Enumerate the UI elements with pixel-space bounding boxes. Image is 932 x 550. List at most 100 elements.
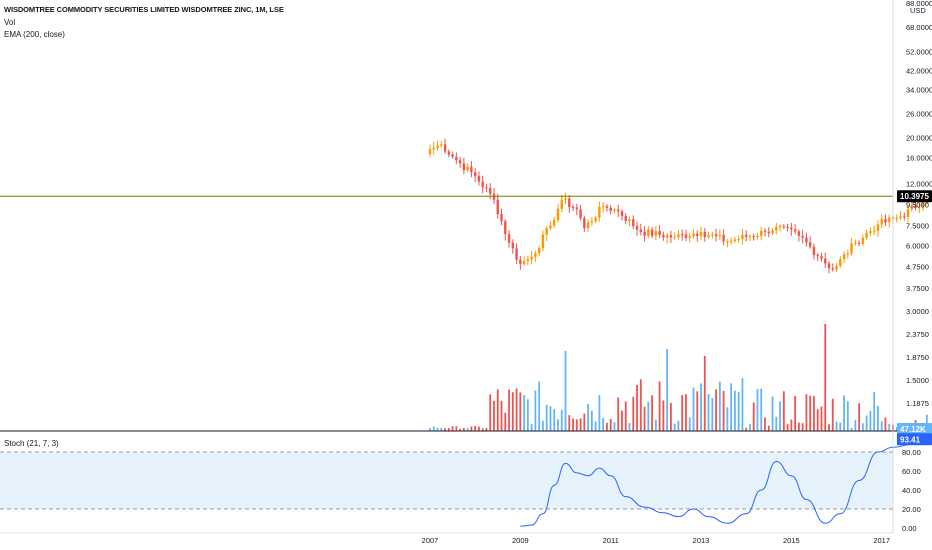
volume-bar xyxy=(639,379,642,431)
stoch-value-tag: 93.41 xyxy=(900,435,921,444)
candle-body xyxy=(910,205,914,209)
price-tick-label[interactable]: 4.7500 xyxy=(906,263,929,272)
volume-bar xyxy=(752,402,755,431)
volume-bar xyxy=(624,401,627,431)
candle-body xyxy=(458,160,462,164)
candle-body xyxy=(752,236,755,238)
volume-bar xyxy=(782,391,785,431)
candle-body xyxy=(541,234,545,249)
volume-bar xyxy=(530,424,533,431)
price-axis[interactable]: 88.0000 68.0000 52.0000 42.0000 34.0000 26.00… xyxy=(0,0,932,533)
candle-body xyxy=(921,203,925,208)
price-tick-label[interactable]: 20.0000 xyxy=(906,133,932,142)
candle-body xyxy=(579,209,582,219)
candle-body xyxy=(605,206,609,208)
volume-bar xyxy=(647,401,650,431)
time-tick-label[interactable]: 2017 xyxy=(873,536,890,545)
volume-bar xyxy=(925,414,928,431)
candle-body xyxy=(583,218,586,229)
price-tick-label[interactable]: 9.5000 xyxy=(906,200,929,209)
candle-body xyxy=(673,237,676,239)
candle-body xyxy=(473,172,477,177)
price-tick-label[interactable]: 3.0000 xyxy=(906,307,929,316)
time-tick-label[interactable]: 2009 xyxy=(512,536,529,545)
candle-body xyxy=(522,261,526,264)
candle-body xyxy=(775,226,778,231)
candle-body xyxy=(714,234,718,237)
volume-bar xyxy=(609,418,612,431)
candle-body xyxy=(519,259,522,264)
candle-body xyxy=(744,234,748,237)
volume-bar xyxy=(756,388,759,431)
price-tick-label[interactable]: 2.3750 xyxy=(906,330,929,339)
time-tick-label[interactable]: 2015 xyxy=(783,536,800,545)
candle-body xyxy=(801,235,804,238)
price-tick-label[interactable]: 7.5000 xyxy=(906,222,929,231)
candle-body xyxy=(696,233,699,236)
candle-body xyxy=(556,208,560,221)
candle-body xyxy=(553,220,556,226)
candle-body xyxy=(628,219,631,221)
price-tick-label[interactable]: 1.1875 xyxy=(906,399,929,408)
volume-bar xyxy=(779,401,781,431)
volume-bar xyxy=(496,389,499,431)
price-tick-label[interactable]: 12.0000 xyxy=(906,179,932,188)
volume-bar xyxy=(568,415,571,431)
volume-bar xyxy=(632,396,635,431)
price-tick-label[interactable]: 26.0000 xyxy=(906,110,932,119)
price-tick-label[interactable]: 3.7500 xyxy=(906,284,929,293)
price-tick-label[interactable]: 1.5000 xyxy=(906,376,929,385)
volume-bar xyxy=(579,418,582,431)
volume-bar xyxy=(549,406,552,431)
volume-bar xyxy=(888,423,891,431)
candle-body xyxy=(820,256,823,259)
volume-bar xyxy=(526,399,529,431)
volume-bar xyxy=(801,423,804,431)
price-tick-label[interactable]: 88.0000 xyxy=(906,0,932,8)
price-tick-label[interactable]: 34.0000 xyxy=(906,86,932,95)
volume-bar xyxy=(730,383,733,431)
volume-bar xyxy=(575,419,578,431)
time-tick-label[interactable]: 2007 xyxy=(422,536,439,545)
price-tick-label[interactable]: 52.0000 xyxy=(906,47,932,56)
candle-body xyxy=(786,226,789,228)
candle-body xyxy=(684,234,688,238)
candle-body xyxy=(835,266,838,270)
candle-body xyxy=(763,230,767,232)
candle-body xyxy=(729,240,733,242)
candle-body xyxy=(436,145,439,148)
candle-body xyxy=(888,217,891,223)
candle-body xyxy=(662,235,665,238)
price-tick-label[interactable]: 16.0000 xyxy=(906,153,932,162)
price-tick-label[interactable]: 6.0000 xyxy=(906,242,929,251)
candle-body xyxy=(617,209,620,212)
price-tick-label[interactable]: 42.0000 xyxy=(906,67,932,76)
volume-bar xyxy=(749,424,751,431)
last-price-tag: 10.3975 xyxy=(900,192,929,201)
volume-bar xyxy=(797,422,800,431)
price-tick-label[interactable]: 1.8750 xyxy=(906,353,929,362)
volume-bar xyxy=(598,395,601,431)
volume-bar xyxy=(786,424,789,431)
volume-bar xyxy=(828,424,830,431)
volume-tag-bg xyxy=(897,423,932,435)
volume-bar xyxy=(707,394,710,431)
candle-body xyxy=(808,242,812,247)
candle-body xyxy=(726,241,729,243)
volume-bar xyxy=(873,391,876,431)
volume-bar xyxy=(816,409,819,431)
candle-body xyxy=(492,193,496,200)
candle-body xyxy=(857,242,861,244)
candle-body xyxy=(767,231,770,234)
candle-body xyxy=(756,235,759,237)
candle-body xyxy=(805,237,808,243)
volume-bar xyxy=(880,421,883,431)
price-tick-label[interactable]: 68.0000 xyxy=(906,23,932,32)
time-axis[interactable]: 2007200920112013201520172019202120232025… xyxy=(0,532,932,545)
volume-bar xyxy=(824,324,827,431)
time-tick-label[interactable]: 2013 xyxy=(693,536,710,545)
candle-body xyxy=(613,209,616,211)
volume-bar xyxy=(700,383,702,431)
time-tick-label[interactable]: 2011 xyxy=(603,536,619,545)
